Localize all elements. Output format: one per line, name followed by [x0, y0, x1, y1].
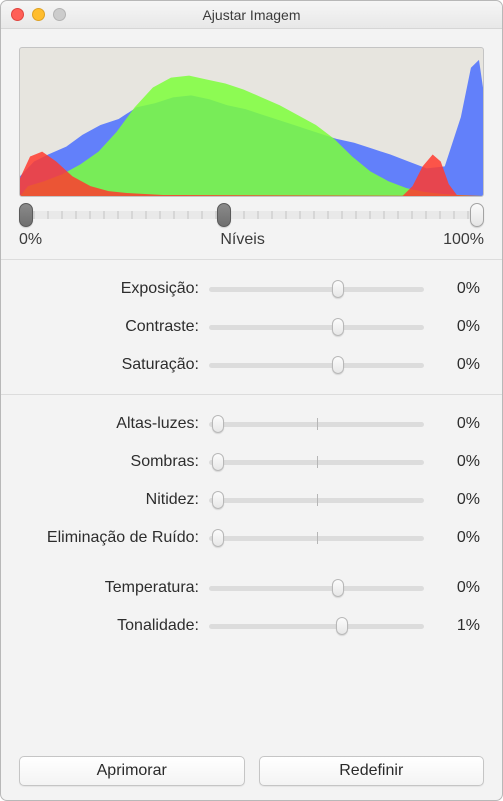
slider-row-sombras: Sombras: 0%	[19, 443, 484, 481]
enhance-button[interactable]: Aprimorar	[19, 756, 245, 786]
histogram	[19, 47, 484, 197]
levels-track	[19, 211, 484, 219]
slider-row-saturacao: Saturação: 0%	[19, 346, 484, 384]
slider-label: Temperatura:	[19, 579, 199, 597]
slider-label: Saturação:	[19, 356, 199, 374]
slider-label: Eliminação de Ruído:	[19, 529, 199, 547]
slider-row-tonalidade: Tonalidade: 1%	[19, 607, 484, 645]
slider-thumb[interactable]	[212, 491, 224, 509]
window-title: Ajustar Imagem	[202, 7, 300, 23]
slider-thumb[interactable]	[336, 617, 348, 635]
slider-sombras[interactable]	[209, 450, 424, 474]
slider-track	[209, 586, 424, 591]
slider-altas-luzes[interactable]	[209, 412, 424, 436]
slider-temperatura[interactable]	[209, 576, 424, 600]
titlebar: Ajustar Imagem	[1, 1, 502, 29]
slider-row-contraste: Contraste: 0%	[19, 308, 484, 346]
slider-group-3: Temperatura: 0% Tonalidade: 1%	[19, 569, 484, 645]
content: 0% Níveis 100% Exposição:0%Contraste:0%S…	[1, 29, 502, 800]
levels-labels: 0% Níveis 100%	[19, 231, 484, 249]
slider-value: 0%	[434, 579, 484, 597]
slider-thumb[interactable]	[332, 318, 344, 336]
button-row: Aprimorar Redefinir	[19, 742, 484, 786]
reset-button[interactable]: Redefinir	[259, 756, 485, 786]
levels-max-label: 100%	[443, 231, 484, 249]
slider-value: 0%	[434, 491, 484, 509]
close-icon[interactable]	[11, 8, 24, 21]
slider-thumb[interactable]	[212, 529, 224, 547]
slider-ruido[interactable]	[209, 526, 424, 550]
slider-value: 0%	[434, 280, 484, 298]
slider-row-altas-luzes: Altas-luzes: 0%	[19, 405, 484, 443]
slider-track	[209, 624, 424, 629]
divider	[1, 259, 502, 260]
slider-value: 0%	[434, 356, 484, 374]
slider-row-nitidez: Nitidez: 0%	[19, 481, 484, 519]
slider-thumb[interactable]	[332, 579, 344, 597]
slider-row-exposicao: Exposição: 0%	[19, 270, 484, 308]
slider-value: 1%	[434, 617, 484, 635]
slider-nitidez[interactable]	[209, 488, 424, 512]
traffic-lights	[11, 8, 66, 21]
slider-center-tick	[317, 418, 318, 430]
levels-min-label: 0%	[19, 231, 42, 249]
slider-label: Contraste:	[19, 318, 199, 336]
levels-slider[interactable]: 0% Níveis 100%	[19, 203, 484, 249]
slider-thumb[interactable]	[212, 453, 224, 471]
levels-thumb-black[interactable]	[19, 203, 33, 227]
slider-track	[209, 325, 424, 330]
slider-track	[209, 287, 424, 292]
slider-label: Sombras:	[19, 453, 199, 471]
slider-center-tick	[317, 532, 318, 544]
zoom-icon[interactable]	[53, 8, 66, 21]
slider-saturacao[interactable]	[209, 353, 424, 377]
minimize-icon[interactable]	[32, 8, 45, 21]
slider-thumb[interactable]	[332, 356, 344, 374]
slider-track	[209, 363, 424, 368]
histogram-svg	[20, 48, 483, 196]
levels-thumb-white[interactable]	[470, 203, 484, 227]
levels-thumb-mid[interactable]	[217, 203, 231, 227]
slider-label: Tonalidade:	[19, 617, 199, 635]
slider-thumb[interactable]	[332, 280, 344, 298]
slider-label: Exposição:	[19, 280, 199, 298]
slider-value: 0%	[434, 453, 484, 471]
slider-label: Altas-luzes:	[19, 415, 199, 433]
slider-value: 0%	[434, 318, 484, 336]
levels-mid-label: Níveis	[220, 231, 264, 249]
slider-label: Nitidez:	[19, 491, 199, 509]
slider-group-2: Altas-luzes:0%Sombras:0%Nitidez:0%Elimin…	[19, 405, 484, 557]
slider-tonalidade[interactable]	[209, 614, 424, 638]
slider-center-tick	[317, 494, 318, 506]
slider-value: 0%	[434, 415, 484, 433]
slider-thumb[interactable]	[212, 415, 224, 433]
slider-center-tick	[317, 456, 318, 468]
slider-contraste[interactable]	[209, 315, 424, 339]
slider-value: 0%	[434, 529, 484, 547]
slider-exposicao[interactable]	[209, 277, 424, 301]
slider-row-ruido: Eliminação de Ruído: 0%	[19, 519, 484, 557]
slider-row-temperatura: Temperatura: 0%	[19, 569, 484, 607]
divider	[1, 394, 502, 395]
adjust-image-window: Ajustar Imagem 0% Níveis 100% Exposição:…	[0, 0, 503, 801]
slider-group-1: Exposição: 0% Contraste: 0% Saturação: 0%	[19, 270, 484, 384]
